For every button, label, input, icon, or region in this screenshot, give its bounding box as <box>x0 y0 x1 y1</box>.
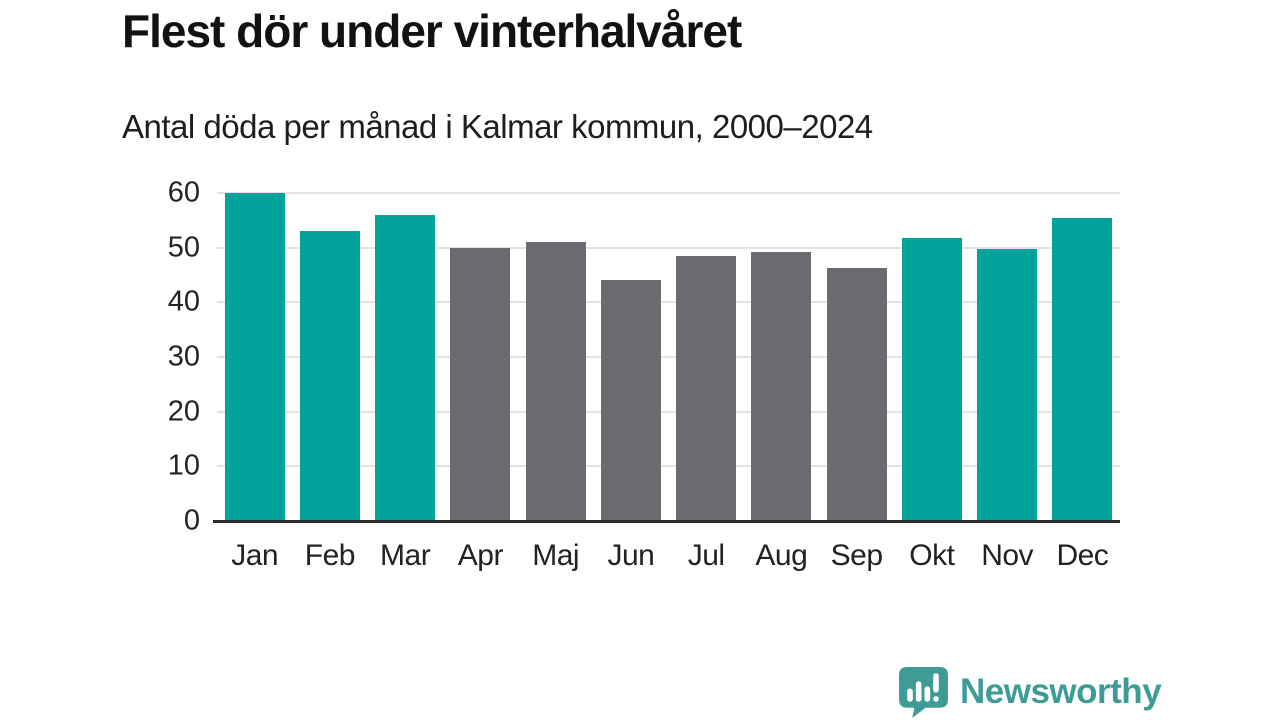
x-tick-label: Okt <box>909 539 955 572</box>
y-tick-label: 10 <box>167 449 200 482</box>
bar-jun <box>600 280 661 521</box>
chart-title: Flest dör under vinterhalvåret <box>122 5 742 57</box>
x-tick-label: Maj <box>532 539 580 572</box>
bar-maj <box>525 242 586 521</box>
x-tick-label: Jun <box>607 539 655 572</box>
x-tick-label: Nov <box>981 539 1034 572</box>
gridline <box>217 192 1120 194</box>
bar-sep <box>826 267 887 521</box>
bar-nov <box>977 248 1038 521</box>
chart-subtitle: Antal döda per månad i Kalmar kommun, 20… <box>122 108 873 145</box>
gridline <box>217 465 1120 468</box>
x-tick-label: Mar <box>380 539 431 572</box>
bar-jul <box>676 256 737 521</box>
y-tick-label: 50 <box>167 231 200 264</box>
x-tick-label: Aug <box>755 539 808 572</box>
x-tick-label: Jul <box>687 539 725 572</box>
y-tick-label: 40 <box>167 285 200 318</box>
brand-name: Newsworthy <box>960 671 1162 711</box>
gridline <box>217 410 1120 413</box>
plot-area: 0 10 20 30 40 50 60 Jan Feb Mar Apr Maj Jun Jul Aug Se… <box>168 178 1120 572</box>
bar-feb <box>299 231 360 521</box>
bar-dec <box>1052 217 1113 521</box>
x-tick-label: Jan <box>231 539 279 572</box>
x-tick-label: Feb <box>304 539 356 572</box>
bar-aug <box>751 252 812 521</box>
x-tick-label: Apr <box>457 539 504 572</box>
bar-mar <box>375 214 436 521</box>
brand-footer: Newsworthy <box>897 665 1162 718</box>
x-tick-label: Sep <box>830 539 883 572</box>
y-tick-label: 20 <box>167 395 200 428</box>
bar-okt <box>901 238 962 521</box>
x-axis-line <box>213 520 1120 523</box>
y-tick-label: 60 <box>167 176 200 209</box>
bar-apr <box>450 247 511 521</box>
bar-jan <box>224 193 285 521</box>
gridline <box>217 246 1120 249</box>
gridline <box>217 301 1120 304</box>
newsworthy-logo-icon <box>899 667 948 718</box>
x-tick-label: Dec <box>1056 539 1109 572</box>
y-tick-label: 30 <box>167 340 200 373</box>
gridline <box>217 356 1120 358</box>
y-tick-label: 0 <box>183 504 200 537</box>
